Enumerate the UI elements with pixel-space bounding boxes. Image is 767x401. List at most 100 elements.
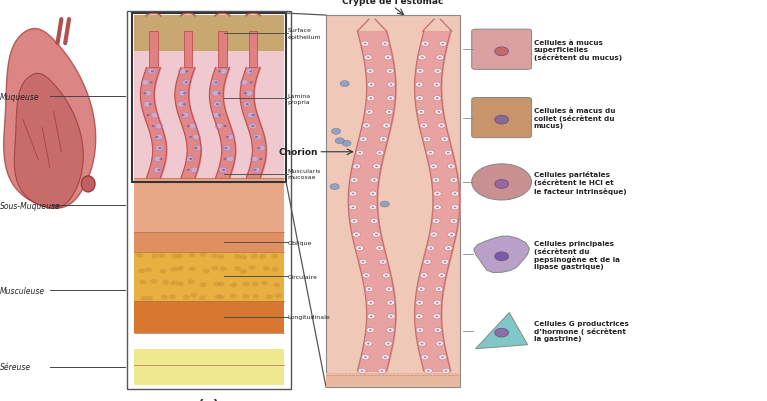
Ellipse shape [387, 111, 390, 113]
Ellipse shape [361, 42, 369, 47]
Text: Musculeuse: Musculeuse [0, 286, 45, 295]
Ellipse shape [179, 91, 186, 97]
Bar [150, 32, 157, 68]
Ellipse shape [441, 137, 449, 142]
Ellipse shape [436, 56, 444, 61]
Ellipse shape [356, 246, 364, 251]
Ellipse shape [447, 247, 450, 249]
Ellipse shape [453, 193, 456, 195]
Ellipse shape [383, 124, 390, 129]
Ellipse shape [230, 294, 237, 299]
Ellipse shape [160, 269, 166, 274]
Ellipse shape [371, 207, 374, 209]
FancyBboxPatch shape [472, 30, 532, 70]
Ellipse shape [451, 205, 459, 211]
Ellipse shape [453, 180, 456, 182]
Ellipse shape [436, 207, 439, 209]
Ellipse shape [240, 80, 248, 86]
FancyBboxPatch shape [472, 98, 532, 138]
Ellipse shape [351, 193, 354, 195]
Text: Cellules pariétales
(sécrètent le HCl et
le facteur intrinsèque): Cellules pariétales (sécrètent le HCl et… [534, 171, 627, 194]
Ellipse shape [155, 135, 163, 140]
Ellipse shape [432, 166, 435, 168]
Ellipse shape [380, 137, 387, 142]
Ellipse shape [387, 343, 390, 345]
Ellipse shape [176, 282, 183, 287]
Text: Cellules à macus du
collet (sécrètent du
mucus): Cellules à macus du collet (sécrètent du… [534, 108, 615, 129]
Ellipse shape [384, 44, 387, 46]
Ellipse shape [138, 269, 145, 273]
Ellipse shape [418, 316, 421, 318]
Ellipse shape [371, 193, 374, 195]
Ellipse shape [176, 266, 183, 271]
Ellipse shape [416, 314, 423, 319]
Ellipse shape [145, 267, 152, 272]
Bar [134, 301, 284, 333]
Text: Sous-Muqueuse: Sous-Muqueuse [0, 201, 61, 210]
Ellipse shape [387, 288, 390, 290]
Ellipse shape [390, 316, 393, 318]
Ellipse shape [140, 280, 146, 285]
Ellipse shape [227, 135, 235, 140]
Ellipse shape [441, 44, 444, 46]
Text: Muqueuse: Muqueuse [0, 93, 40, 102]
Ellipse shape [342, 141, 351, 147]
Text: Cellules à mucus
superficielles
(sécrètent du mucus): Cellules à mucus superficielles (sécrète… [534, 40, 622, 61]
Ellipse shape [219, 69, 227, 75]
Ellipse shape [419, 329, 422, 331]
Ellipse shape [215, 294, 222, 299]
Ellipse shape [440, 275, 443, 277]
Ellipse shape [365, 287, 373, 292]
Ellipse shape [359, 259, 367, 265]
Ellipse shape [436, 98, 439, 100]
Ellipse shape [369, 302, 372, 304]
Ellipse shape [387, 69, 394, 74]
Ellipse shape [420, 124, 427, 129]
Ellipse shape [195, 148, 198, 150]
Ellipse shape [385, 125, 388, 127]
Ellipse shape [143, 102, 151, 108]
Ellipse shape [358, 368, 366, 374]
Ellipse shape [218, 282, 225, 287]
Ellipse shape [380, 202, 390, 208]
Ellipse shape [450, 178, 458, 183]
Ellipse shape [136, 253, 143, 258]
Text: Longitudinale: Longitudinale [288, 314, 331, 319]
Ellipse shape [426, 261, 429, 263]
Ellipse shape [437, 288, 440, 290]
Ellipse shape [353, 232, 360, 237]
Ellipse shape [385, 110, 393, 115]
Ellipse shape [373, 180, 376, 182]
Ellipse shape [384, 356, 387, 358]
Bar [134, 16, 284, 52]
Ellipse shape [367, 343, 370, 345]
Ellipse shape [361, 261, 364, 263]
Ellipse shape [183, 93, 186, 95]
Ellipse shape [436, 84, 439, 86]
Ellipse shape [421, 42, 429, 47]
Ellipse shape [251, 157, 258, 162]
Ellipse shape [240, 269, 247, 274]
Ellipse shape [369, 205, 377, 211]
Ellipse shape [353, 180, 356, 182]
Ellipse shape [380, 370, 384, 372]
Ellipse shape [425, 368, 433, 374]
Ellipse shape [243, 102, 251, 108]
Ellipse shape [419, 71, 422, 73]
Ellipse shape [427, 246, 435, 251]
Ellipse shape [450, 234, 453, 236]
Ellipse shape [230, 283, 237, 288]
Ellipse shape [199, 253, 206, 257]
Ellipse shape [340, 81, 349, 87]
Ellipse shape [367, 314, 375, 319]
Ellipse shape [141, 80, 149, 86]
Ellipse shape [367, 83, 375, 88]
Ellipse shape [426, 370, 430, 372]
Ellipse shape [367, 96, 375, 101]
Ellipse shape [170, 281, 177, 286]
Ellipse shape [360, 370, 364, 372]
Ellipse shape [387, 57, 390, 59]
Ellipse shape [219, 168, 227, 173]
Ellipse shape [249, 124, 256, 130]
Ellipse shape [189, 137, 192, 139]
